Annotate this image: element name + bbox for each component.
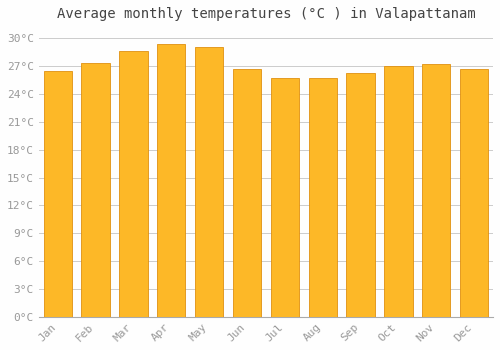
Bar — [119, 51, 148, 317]
Title: Average monthly temperatures (°C ) in Valapattanam: Average monthly temperatures (°C ) in Va… — [56, 7, 476, 21]
Bar — [82, 63, 110, 317]
Bar — [308, 78, 337, 317]
Bar — [233, 69, 261, 317]
Bar — [422, 64, 450, 317]
Bar — [346, 73, 375, 317]
Bar — [195, 47, 224, 317]
Bar — [270, 78, 299, 317]
Bar — [384, 66, 412, 317]
Bar — [44, 71, 72, 317]
Bar — [460, 69, 488, 317]
Bar — [157, 44, 186, 317]
